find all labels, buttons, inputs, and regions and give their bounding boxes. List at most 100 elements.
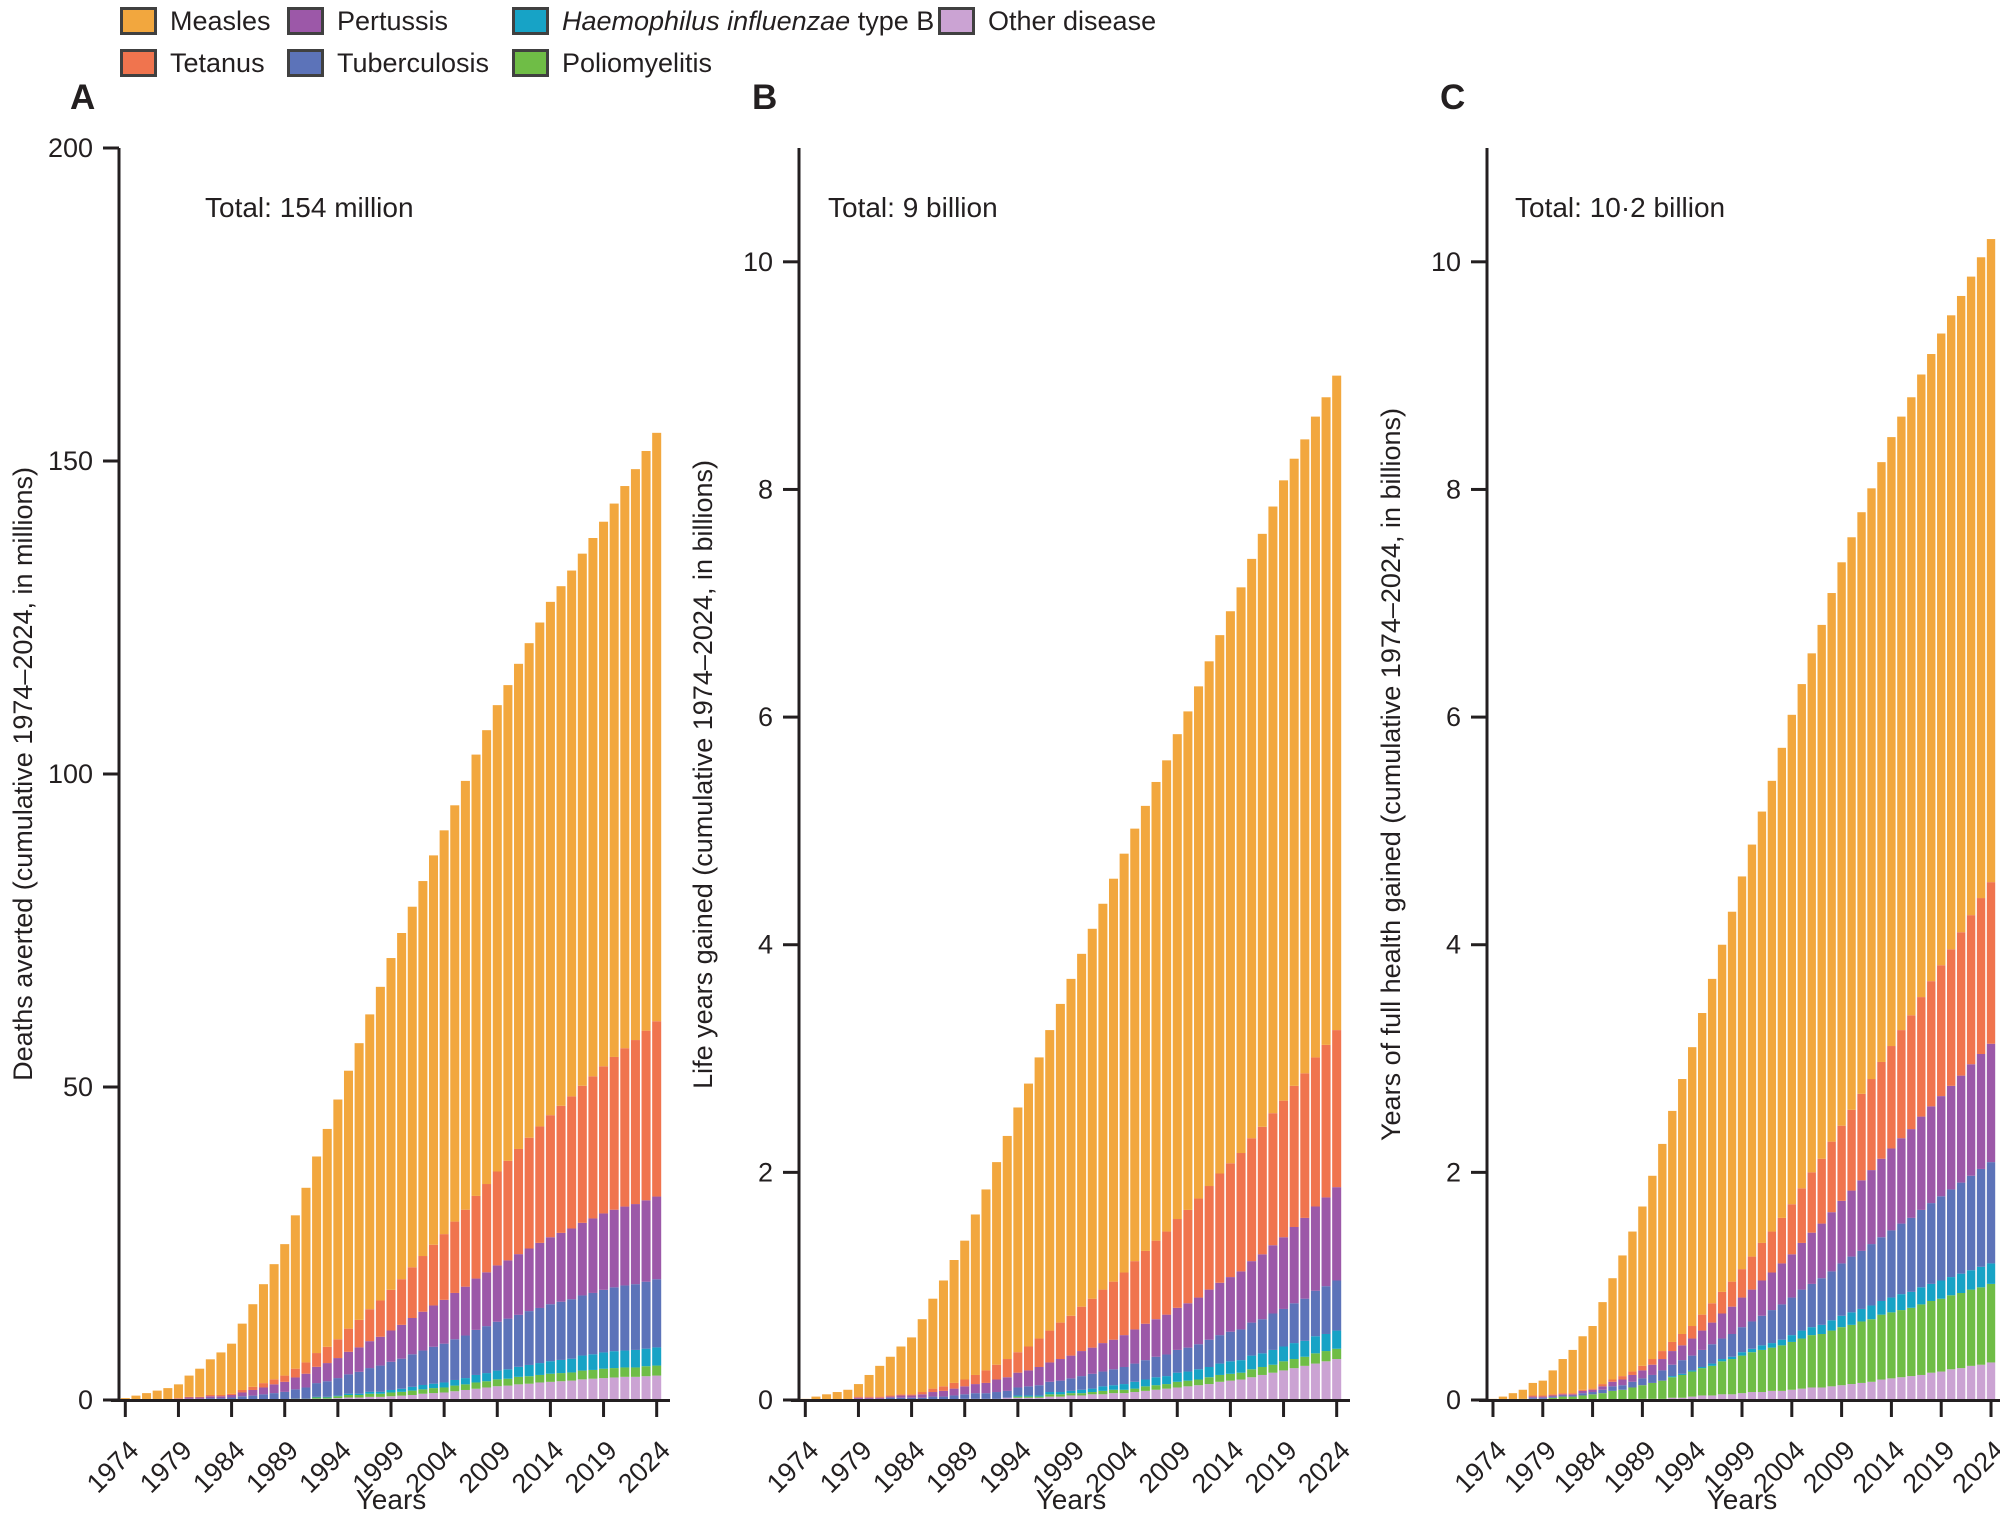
bar-segment-1986-pertussis [1608, 1381, 1617, 1387]
bar-segment-1995-measles [1023, 1083, 1034, 1347]
bar-segment-2021-polio [1300, 1356, 1310, 1366]
bar-segment-1991-tetanus [981, 1370, 991, 1383]
bar-segment-2024-other [1986, 1362, 1996, 1400]
bar-segment-2004-tetanus [1119, 1272, 1129, 1336]
bar-segment-1979-pertussis [853, 1397, 863, 1399]
bar-segment-2018-tetanus [1927, 981, 1936, 1107]
bar-segment-2012-tetanus [1204, 1186, 1214, 1290]
y-tick-label-C-10: 10 [1431, 247, 1461, 277]
bar-segment-2020-measles [609, 503, 619, 1057]
bar-segment-1996-other [1707, 1395, 1717, 1400]
bar-segment-1997-tuberculosis [1717, 1338, 1727, 1360]
bar-segment-2004-tuberculosis [1119, 1366, 1129, 1385]
bar-segment-1993-pertussis [1678, 1345, 1687, 1361]
bar-segment-2013-polio [1877, 1314, 1886, 1380]
bar-segment-2016-pertussis [1247, 1261, 1257, 1323]
bar-segment-2015-polio [1236, 1372, 1246, 1380]
bar-segment-2003-polio [1777, 1345, 1787, 1391]
bar-segment-2015-polio [556, 1373, 566, 1382]
legend-item-poliomyelitis: Poliomyelitis [512, 49, 712, 77]
bar-segment-2006-tuberculosis [1140, 1360, 1150, 1380]
bar-segment-1983-tuberculosis [896, 1397, 906, 1400]
bar-segment-1989-measles [280, 1244, 290, 1376]
bar-segment-2008-measles [482, 730, 492, 1185]
bar-segment-2011-polio [1194, 1379, 1204, 1386]
bar-segment-2006-tetanus [1140, 1250, 1150, 1324]
bar-segment-1997-tuberculosis [365, 1368, 375, 1392]
bar-segment-2006-other [1807, 1387, 1816, 1400]
bar-segment-1990-measles [970, 1214, 980, 1375]
bar-segment-2003-polio [1109, 1389, 1119, 1394]
bar-segment-2000-measles [1077, 953, 1087, 1307]
bar-segment-1979-tetanus [1538, 1395, 1547, 1397]
bar-segment-2012-measles [1204, 661, 1214, 1187]
bar-segment-2014-hib [1225, 1361, 1235, 1374]
bar-segment-2011-pertussis [1857, 1180, 1866, 1251]
bar-segment-1999-other [386, 1396, 396, 1400]
legend-label-text: Tuberculosis [337, 48, 490, 78]
bar-segment-1995-hib [1697, 1366, 1707, 1369]
x-axis-label-b: Years [1035, 1484, 1107, 1515]
bar-segment-2002-tuberculosis [1098, 1371, 1108, 1387]
bar-segment-1982-pertussis [885, 1396, 895, 1398]
bar-segment-2024-measles [1332, 375, 1342, 1031]
bar-segment-1979-pertussis [1538, 1396, 1547, 1398]
bar-segment-2008-pertussis [1162, 1314, 1172, 1355]
bar-segment-2023-tetanus [1321, 1044, 1331, 1198]
bar-segment-1978-measles [843, 1389, 853, 1400]
bar-segment-2005-other [1797, 1388, 1806, 1400]
bar-segment-2008-tuberculosis [1162, 1354, 1172, 1377]
bar-segment-2012-pertussis [524, 1248, 534, 1312]
bar-segment-1981-measles [875, 1365, 885, 1397]
bar-segment-2021-measles [1300, 439, 1310, 1074]
bar-segment-2006-measles [1807, 653, 1816, 1173]
bar-segment-2001-other [1757, 1392, 1767, 1400]
bar-segment-2001-tetanus [407, 1267, 417, 1318]
bar-segment-2001-hib [1087, 1388, 1097, 1393]
bar-segment-2018-pertussis [1268, 1245, 1278, 1314]
bar-segment-1997-tetanus [365, 1309, 375, 1342]
bar-segment-1996-polio [1034, 1396, 1044, 1398]
x-tick-label-B-1979: 1979 [814, 1435, 878, 1499]
bar-segment-1992-tetanus [1668, 1341, 1677, 1352]
x-tick-label-C-2019: 2019 [1897, 1435, 1961, 1499]
bar-segment-2016-measles [1907, 397, 1916, 1016]
bar-segment-1999-hib [386, 1389, 396, 1393]
bar-segment-2007-tuberculosis [471, 1329, 481, 1375]
bar-segment-1986-tetanus [1608, 1379, 1617, 1382]
bar-segment-1992-other [1668, 1397, 1677, 1400]
bar-segment-2001-tetanus [1757, 1242, 1767, 1281]
bar-segment-2024-pertussis [652, 1196, 662, 1280]
bar-segment-2008-tetanus [1162, 1231, 1172, 1315]
bar-segment-2017-pertussis [1917, 1116, 1926, 1210]
bar-segment-2021-other [620, 1376, 630, 1400]
bar-segment-2012-other [1867, 1381, 1876, 1400]
bar-segment-1979-measles [1538, 1380, 1547, 1396]
bar-segment-1985-pertussis [1598, 1386, 1607, 1390]
bar-segment-1998-pertussis [1727, 1306, 1737, 1334]
bar-segment-1983-measles [216, 1352, 226, 1395]
bar-segment-2009-hib [1837, 1315, 1846, 1328]
bar-segment-1997-other [1045, 1396, 1055, 1400]
bar-segment-1994-hib [1688, 1370, 1697, 1372]
bar-segment-2010-pertussis [1847, 1190, 1856, 1257]
bar-segment-1980-measles [864, 1374, 874, 1397]
bar-segment-2012-hib [524, 1364, 534, 1377]
bar-segment-2013-polio [1215, 1374, 1225, 1382]
bar-segment-2024-measles [1986, 239, 1996, 883]
legend-item-tetanus: Tetanus [120, 49, 265, 77]
legend-swatch-other-disease [938, 7, 975, 35]
bar-segment-1999-hib [1737, 1352, 1747, 1356]
legend-label-pertussis: Pertussis [337, 7, 448, 35]
bar-segment-1982-pertussis [205, 1396, 215, 1399]
bar-segment-2013-pertussis [1215, 1282, 1225, 1336]
bar-segment-1995-measles [343, 1070, 354, 1329]
bar-segment-2013-measles [1215, 635, 1225, 1174]
x-tick-label-B-2019: 2019 [1239, 1435, 1303, 1499]
total-annotation-a: Total: 154 million [205, 192, 414, 223]
bar-segment-1982-pertussis [1568, 1394, 1577, 1396]
bar-segment-1995-tetanus [1697, 1314, 1707, 1331]
bar-segment-2017-tetanus [1917, 997, 1926, 1117]
bar-segment-1994-hib [1013, 1395, 1023, 1397]
bar-segment-1983-tetanus [1578, 1389, 1587, 1391]
